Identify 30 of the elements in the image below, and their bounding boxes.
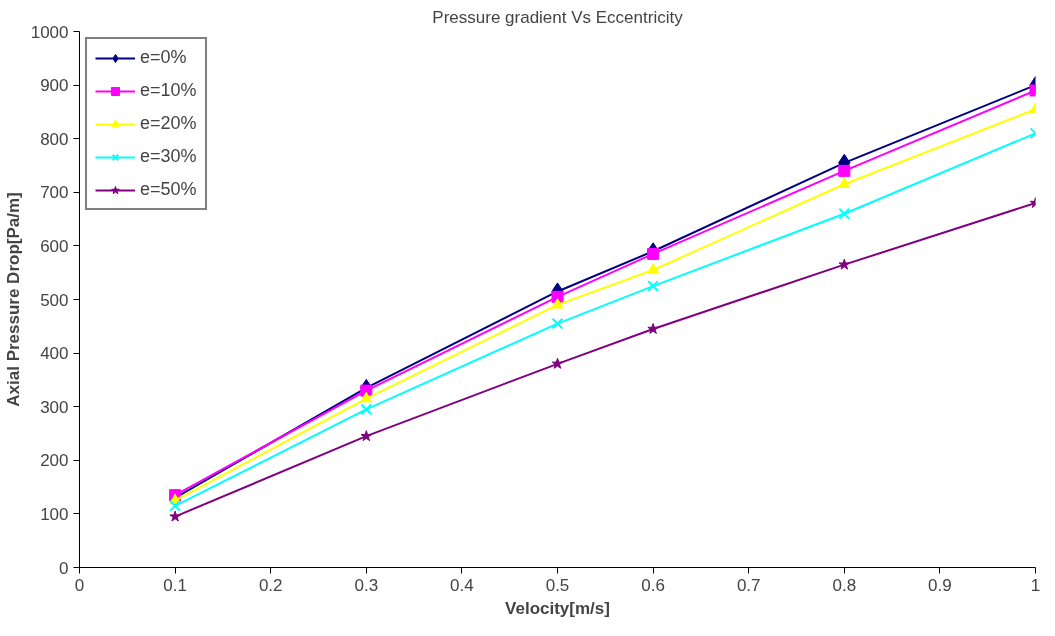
y-tick-label: 900 — [40, 76, 69, 96]
x-tick-label: 1 — [1030, 575, 1041, 595]
x-tick-label: 0.6 — [641, 575, 665, 595]
y-tick-label: 700 — [40, 183, 69, 203]
chart-title: Pressure gradient Vs Eccentricity — [432, 7, 684, 27]
y-tick-label: 400 — [40, 344, 69, 364]
legend-label: e=50% — [140, 179, 197, 200]
legend-label: e=10% — [140, 80, 197, 101]
legend-label: e=30% — [140, 146, 197, 167]
y-tick-label: 100 — [40, 504, 69, 524]
x-axis-title: Velocity[m/s] — [505, 598, 610, 618]
y-tick-label: 500 — [40, 290, 69, 310]
x-tick-label: 0.5 — [545, 575, 570, 595]
y-tick-label: 800 — [40, 129, 69, 149]
y-tick-label: 300 — [40, 397, 69, 417]
x-tick-label: 0.8 — [832, 575, 857, 595]
x-tick-label: 0.2 — [258, 575, 283, 595]
x-tick-label: 0.9 — [928, 575, 952, 595]
x-tick-label: 0.3 — [354, 575, 379, 595]
legend-label: e=20% — [140, 113, 197, 134]
x-tick-label: 0 — [74, 575, 85, 595]
y-tick-label: 600 — [40, 236, 69, 256]
y-tick-label: 200 — [40, 451, 69, 471]
y-tick-label: 1000 — [30, 22, 69, 42]
x-tick-label: 0.7 — [736, 575, 761, 595]
y-axis-title: Axial Pressure Drop[Pa/m] — [3, 192, 23, 407]
x-tick-label: 0.1 — [163, 575, 187, 595]
x-tick-label: 0.4 — [450, 575, 474, 595]
legend-label: e=0% — [140, 47, 187, 68]
y-tick-label: 0 — [59, 558, 69, 578]
